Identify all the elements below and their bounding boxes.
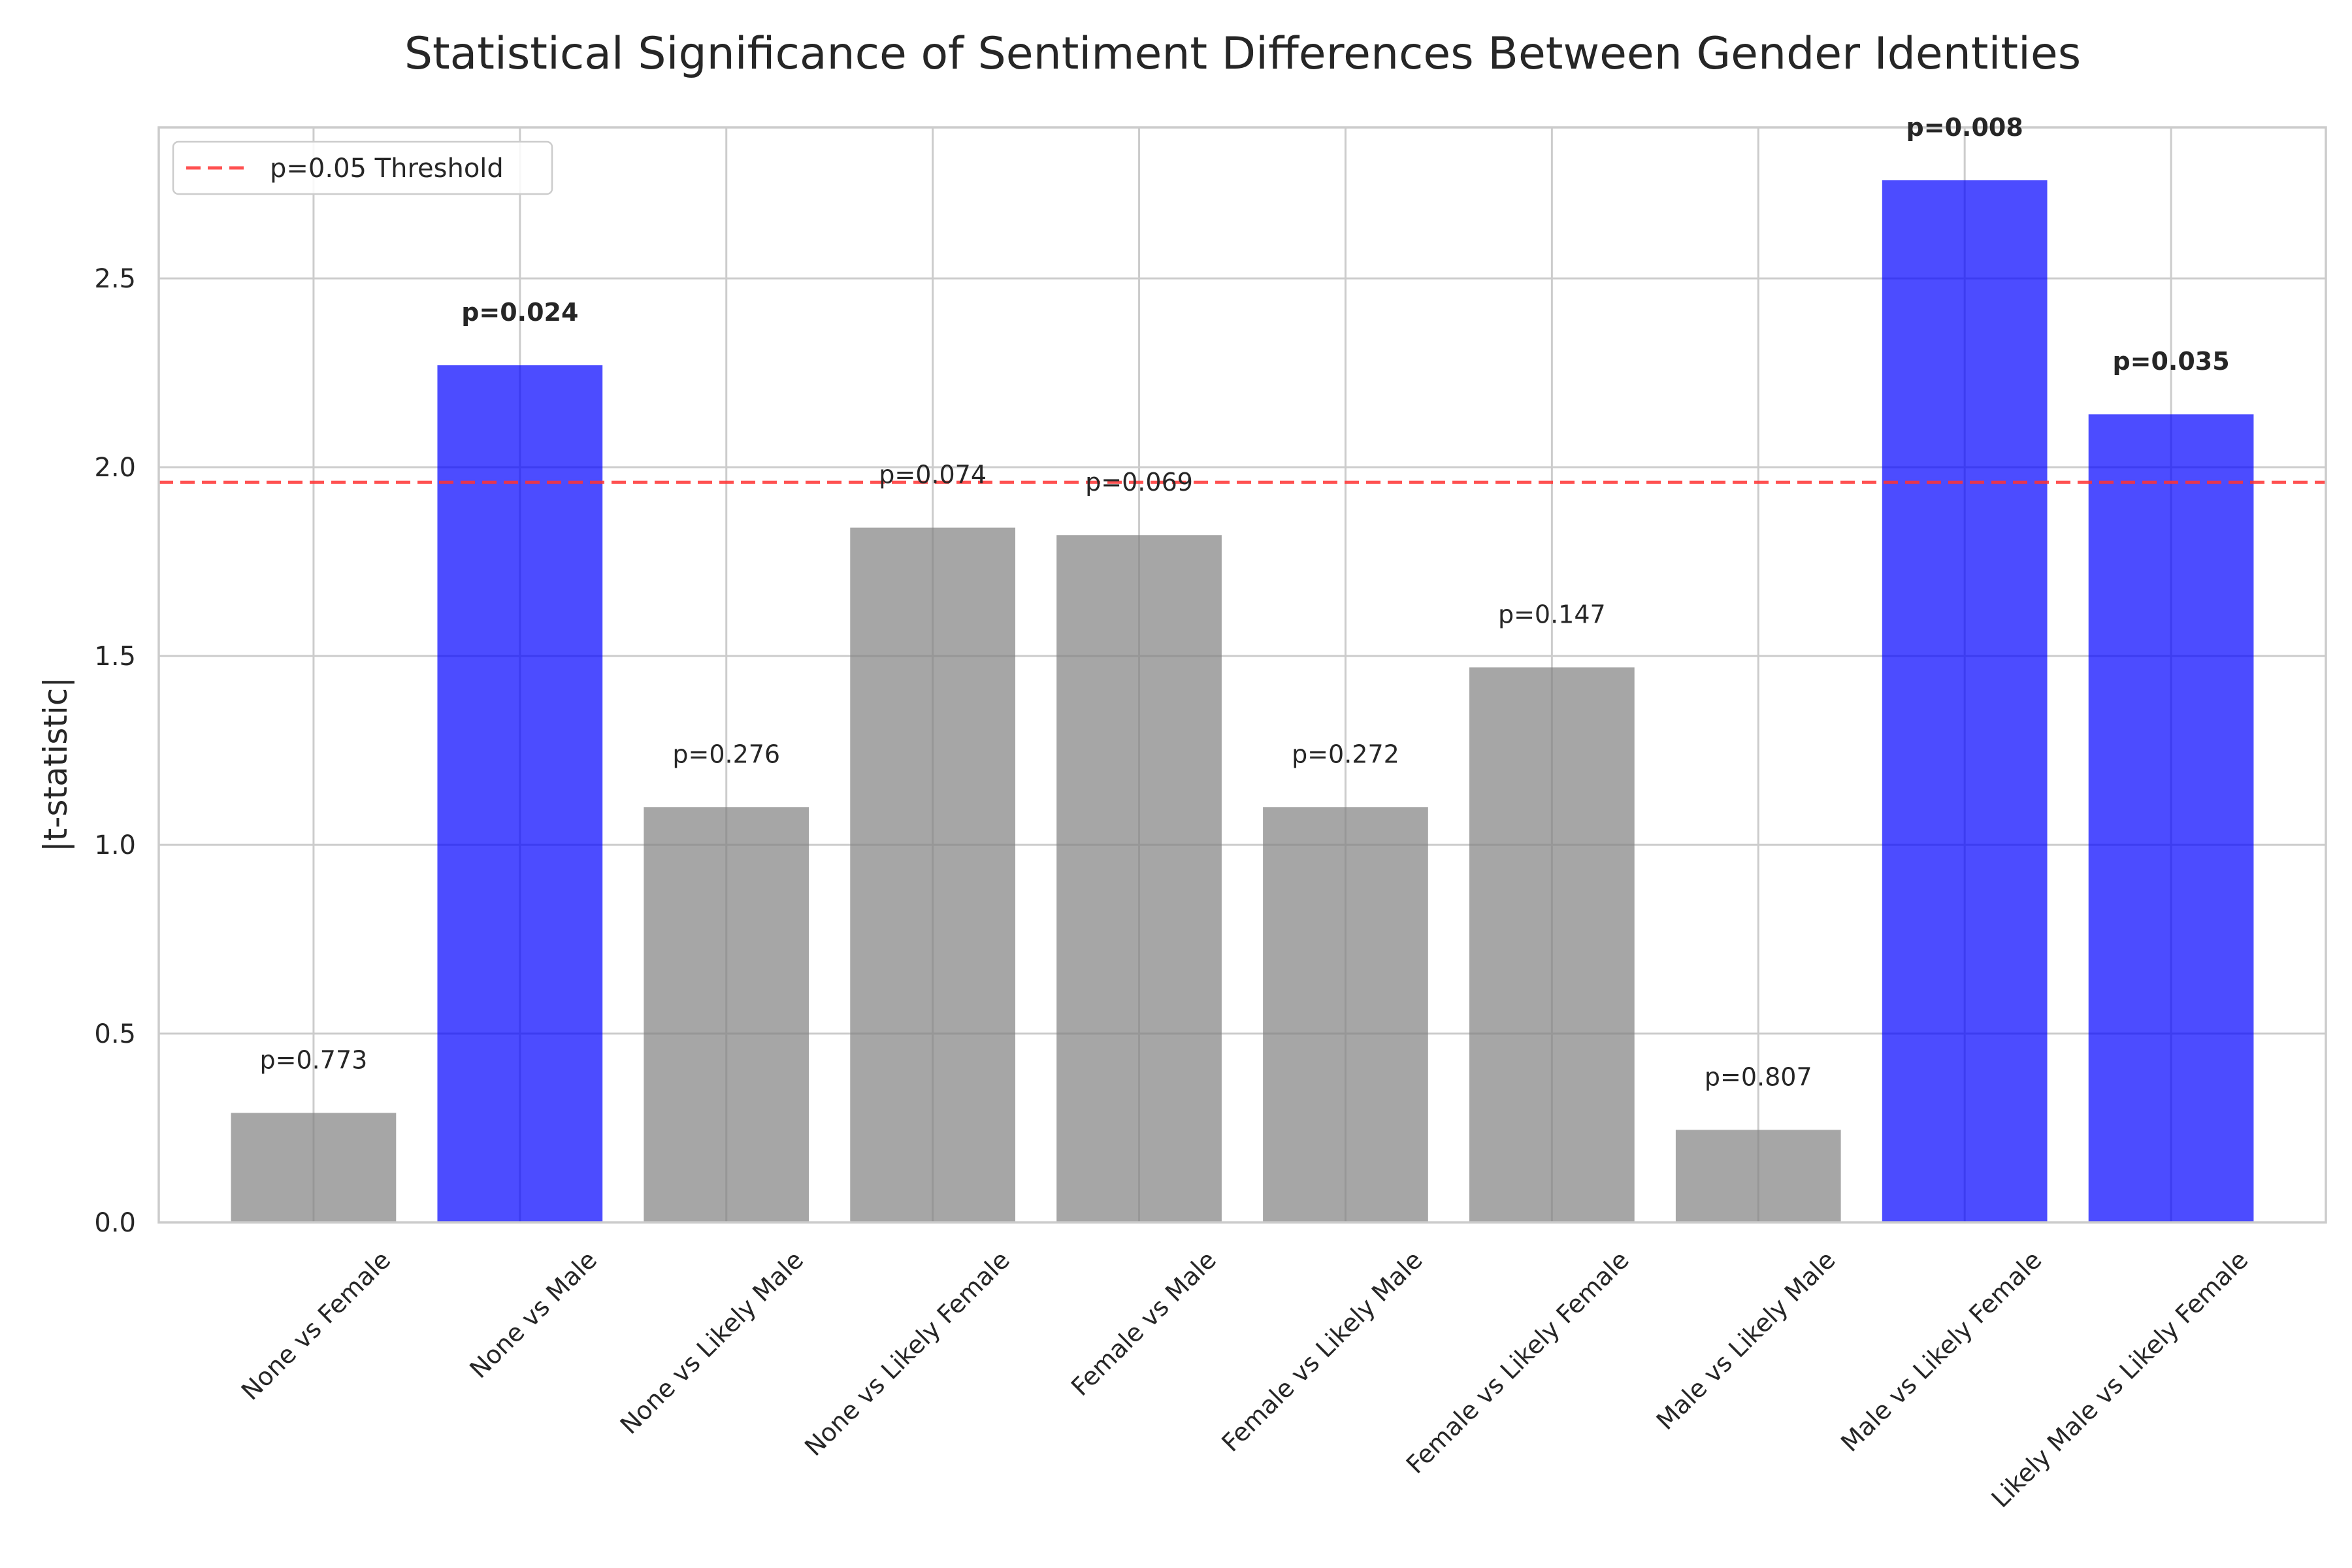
x-tick-label: None vs Female [236,1245,396,1405]
p-value-label: p=0.069 [1085,468,1193,497]
x-tick-label: None vs Male [464,1245,602,1384]
bar [437,365,603,1222]
y-tick-label: 0.0 [94,1208,136,1238]
bar [644,807,809,1222]
p-value-label: p=0.147 [1498,600,1606,629]
y-tick-label: 0.5 [94,1019,136,1049]
bar [231,1113,397,1222]
p-value-label: p=0.272 [1292,740,1399,768]
bar [850,527,1016,1222]
y-tick-label: 2.5 [94,264,136,294]
x-tick-label: Male vs Likely Male [1651,1245,1841,1435]
p-value-label: p=0.074 [879,461,987,489]
x-tick-labels: None vs Female None vs Male None vs Likely… [236,1245,2253,1513]
p-value-label: p=0.276 [672,740,780,768]
y-tick-labels: 0.0 0.5 1.0 1.5 2.0 2.5 [94,264,136,1238]
x-tick-label: Male vs Likely Female [1835,1245,2047,1457]
legend: p=0.05 Threshold [172,140,553,195]
p-value-label: p=0.807 [1705,1062,1812,1091]
p-value-label: p=0.035 [2112,347,2229,376]
x-tick-label: Female vs Likely Male [1216,1245,1428,1457]
p-value-label: p=0.008 [1906,113,2023,142]
x-tick-label: Female vs Male [1066,1245,1222,1401]
y-tick-label: 1.0 [94,830,136,860]
x-tick-label: None vs Likely Male [615,1245,809,1439]
p-value-labels: p=0.773 p=0.024 p=0.276 p=0.074 p=0.069 p=0.2… [260,113,2230,1091]
x-tick-label: None vs Likely Female [799,1245,1015,1462]
p-value-label: p=0.024 [461,298,578,327]
bars [231,180,2254,1223]
bar [1263,807,1428,1222]
chart-title: Statistical Significance of Sentiment Di… [404,28,2081,80]
axes-frame [157,126,2327,1224]
legend-label: p=0.05 Threshold [270,154,504,184]
p-value-label: p=0.773 [260,1045,368,1074]
y-axis-label: |t-statistic| [37,677,74,852]
bar [1056,535,1222,1222]
x-tick-label: Female vs Likely Female [1401,1245,1635,1479]
y-tick-label: 1.5 [94,642,136,672]
y-tick-label: 2.0 [94,453,136,483]
bar [1469,667,1635,1222]
bar [1882,180,2048,1222]
bar [2088,414,2254,1223]
bar [1675,1130,1841,1222]
legend-box [172,140,553,195]
plot-frame [157,126,2327,1224]
